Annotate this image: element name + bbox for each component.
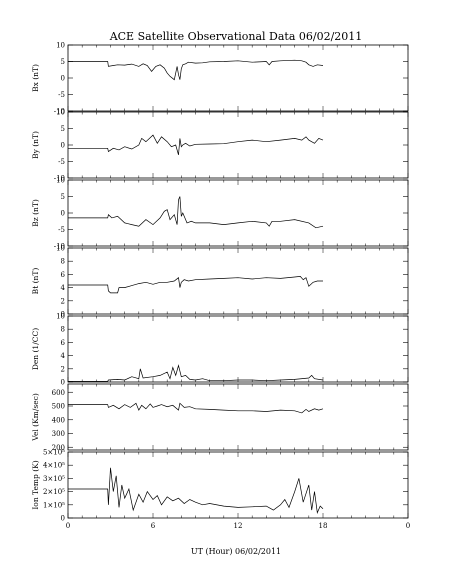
panel-6: 5×10⁵ 4×10⁵ 3×10⁵ 2×10⁵ 1×10⁵ 0 Ion Temp (K) [31, 449, 409, 523]
y-tick-label: 300 [52, 430, 65, 438]
panels-group: 10 5 0 -5 -10 Bx (nT) 10 5 0 -5 -10 By (nT) 10 5 0 -5 -1… [31, 42, 409, 523]
panel-frame [67, 247, 409, 315]
panel-frame [67, 383, 409, 451]
y-tick-label: 6 [61, 271, 66, 279]
x-axis: 0 6 12 18 0 [66, 522, 410, 530]
y-tick-label: -10 [54, 243, 65, 251]
y-axis-label: By (nT) [31, 131, 40, 159]
y-tick-label: 0 [61, 142, 65, 150]
y-tick-label: -10 [54, 108, 65, 116]
panel-frame [67, 179, 409, 247]
y-tick-label: 4 [61, 284, 66, 292]
series-line-0 [68, 196, 324, 229]
panel-frame [67, 44, 409, 112]
y-tick-label: 400 [52, 416, 65, 424]
y-tick-label: 10 [56, 42, 65, 50]
y-tick-label: 8 [61, 326, 65, 334]
y-tick-label: 10 [56, 313, 65, 321]
y-tick-label: -10 [54, 175, 65, 183]
y-tick-label: 10 [56, 109, 65, 117]
y-axis-label: Ion Temp (K) [31, 460, 40, 509]
y-tick-label: 0 [61, 311, 65, 319]
y-axis-label: Bx (nT) [31, 64, 40, 92]
y-tick-label: 5 [61, 125, 65, 133]
y-tick-label: 10 [56, 245, 65, 253]
y-tick-label: -5 [58, 158, 65, 166]
x-tick-label: 0 [406, 522, 410, 530]
y-tick-label: 5 [61, 193, 65, 201]
y-tick-label: 10 [56, 177, 65, 185]
figure-title: ACE Satellite Observational Data 06/02/2… [109, 30, 363, 43]
series-line-0 [68, 402, 324, 414]
x-tick-label: 6 [151, 522, 156, 530]
y-tick-label: 5×10⁵ [43, 449, 65, 457]
panel-3: 10 8 6 4 2 0 Bt (nT) [31, 245, 409, 319]
y-tick-label: 6 [61, 339, 66, 347]
y-tick-label: -5 [58, 91, 65, 99]
y-tick-label: 500 [52, 403, 65, 411]
y-tick-label: 0 [61, 379, 65, 387]
y-tick-label: 200 [52, 444, 65, 452]
y-tick-label: 2×10⁵ [43, 488, 65, 496]
y-tick-label: 1×10⁵ [43, 501, 65, 509]
y-tick-label: 4×10⁵ [43, 462, 65, 470]
panel-0: 10 5 0 -5 -10 Bx (nT) [31, 42, 409, 116]
y-axis-label: Bt (nT) [31, 268, 40, 295]
x-tick-label: 18 [319, 522, 328, 530]
y-tick-label: 0 [61, 515, 65, 523]
series-line-0 [68, 59, 324, 81]
panel-1: 10 5 0 -5 -10 By (nT) [31, 109, 409, 183]
series-line-0 [68, 276, 323, 294]
y-tick-label: 5 [61, 58, 65, 66]
y-tick-label: 0 [61, 210, 65, 218]
panel-frame [67, 315, 409, 383]
y-axis-label: Den (1/CC) [31, 328, 40, 370]
panel-frame [67, 451, 409, 519]
y-tick-label: 2 [61, 297, 65, 305]
panel-2: 10 5 0 -5 -10 Bz (nT) [31, 177, 409, 251]
y-tick-label: 0 [61, 75, 65, 83]
series-line-0 [68, 134, 324, 155]
x-tick-label: 12 [234, 522, 243, 530]
y-tick-label: 2 [61, 365, 65, 373]
y-axis-label: Vel (Km/sec) [31, 393, 40, 442]
series-line-0 [68, 364, 324, 382]
panel-5: 600 500 400 300 200 Vel (Km/sec) [31, 383, 409, 452]
x-tick-label: 0 [66, 522, 70, 530]
panel-4: 10 8 6 4 2 0 Den (1/CC) [31, 313, 409, 387]
y-tick-label: 4 [61, 352, 66, 360]
y-tick-label: 8 [61, 258, 65, 266]
y-tick-label: 3×10⁵ [43, 475, 65, 483]
x-axis-label: UT (Hour) 06/02/2011 [191, 547, 281, 556]
series-line-0 [68, 467, 324, 514]
y-tick-label: -5 [58, 226, 65, 234]
y-axis-label: Bz (nT) [31, 199, 40, 227]
panel-frame [67, 111, 409, 179]
y-tick-label: 600 [52, 389, 65, 397]
